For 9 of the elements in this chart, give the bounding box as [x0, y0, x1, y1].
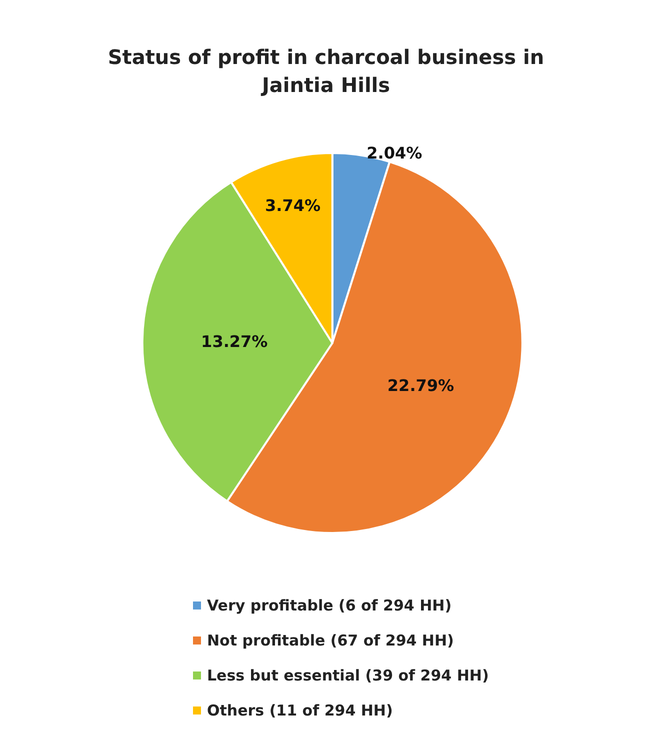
legend-label: Not profitable (67 of 294 HH): [207, 632, 454, 650]
legend-label: Less but essential (39 of 294 HH): [207, 666, 489, 684]
data-label: 22.79%: [387, 376, 454, 395]
legend-label: Very profitable (6 of 294 HH): [207, 596, 452, 614]
legend-label: Others (11 of 294 HH): [207, 702, 393, 720]
data-label: 13.27%: [201, 332, 268, 352]
data-label: 3.74%: [264, 196, 320, 216]
data-label: 2.04%: [366, 144, 422, 163]
chart-title: Status of profit in charcoal business in Jaintia Hills: [108, 45, 544, 97]
